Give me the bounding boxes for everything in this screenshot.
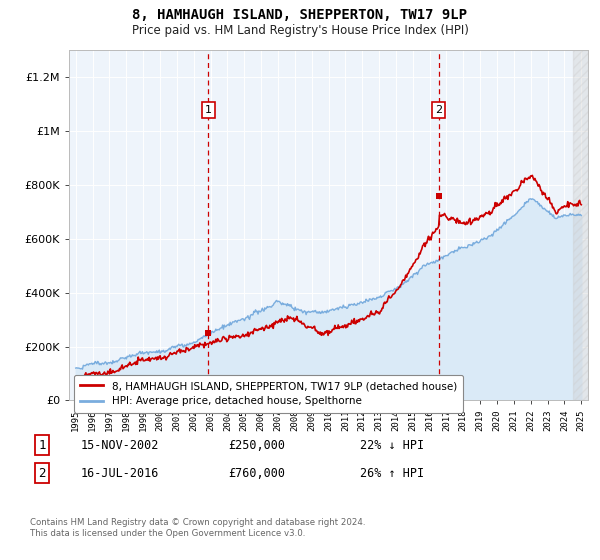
Text: 26% ↑ HPI: 26% ↑ HPI [360, 466, 424, 480]
Text: 16-JUL-2016: 16-JUL-2016 [81, 466, 160, 480]
Text: Price paid vs. HM Land Registry's House Price Index (HPI): Price paid vs. HM Land Registry's House … [131, 24, 469, 36]
Bar [573, 50, 588, 400]
Text: Contains HM Land Registry data © Crown copyright and database right 2024.: Contains HM Land Registry data © Crown c… [30, 518, 365, 527]
Text: 8, HAMHAUGH ISLAND, SHEPPERTON, TW17 9LP: 8, HAMHAUGH ISLAND, SHEPPERTON, TW17 9LP [133, 8, 467, 22]
Text: 22% ↓ HPI: 22% ↓ HPI [360, 438, 424, 452]
Text: £760,000: £760,000 [228, 466, 285, 480]
Text: 1: 1 [205, 105, 212, 115]
Text: 2: 2 [435, 105, 442, 115]
Text: This data is licensed under the Open Government Licence v3.0.: This data is licensed under the Open Gov… [30, 529, 305, 538]
Text: 2: 2 [38, 466, 46, 480]
Legend: 8, HAMHAUGH ISLAND, SHEPPERTON, TW17 9LP (detached house), HPI: Average price, d: 8, HAMHAUGH ISLAND, SHEPPERTON, TW17 9LP… [74, 375, 463, 413]
Text: 15-NOV-2002: 15-NOV-2002 [81, 438, 160, 452]
Text: £250,000: £250,000 [228, 438, 285, 452]
Text: 1: 1 [38, 438, 46, 452]
